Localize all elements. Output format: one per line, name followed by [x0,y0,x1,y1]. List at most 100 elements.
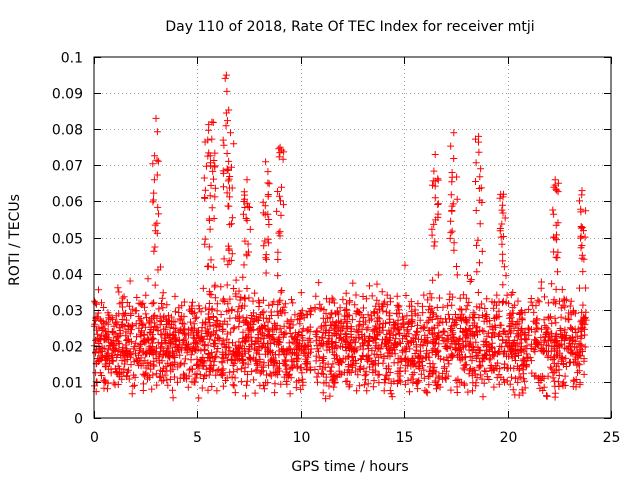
data-point [379,326,387,334]
data-point [311,366,319,373]
data-point [184,383,192,391]
data-point [243,216,251,224]
data-point [158,340,166,348]
data-point [447,142,455,150]
data-point [279,155,287,163]
data-point [164,381,172,389]
data-point [297,289,305,297]
data-point [356,366,364,373]
data-point [243,377,251,385]
data-point [266,370,274,378]
data-point [525,324,532,332]
data-point [208,349,216,357]
data-point [577,223,585,230]
data-point [150,189,158,197]
data-point [409,361,417,369]
data-point [209,119,217,126]
data-point [153,156,161,164]
data-point [386,329,393,337]
data-point [454,375,462,383]
data-point [325,332,333,340]
data-point [448,202,456,210]
data-point [534,296,542,304]
data-point [394,377,402,385]
data-point [549,206,557,214]
data-point [284,346,292,353]
data-point [432,312,440,320]
data-point [228,214,236,222]
data-point [542,331,550,339]
data-point [133,333,140,341]
data-point [180,326,188,334]
data-point [229,325,237,333]
data-point [523,342,531,350]
data-point [362,368,370,376]
data-point [385,375,393,383]
data-point [328,309,336,317]
data-point [119,294,127,302]
data-point [271,380,279,388]
y-tick-label: 0 [74,412,83,428]
data-point [364,311,372,319]
x-tick-label: 20 [500,430,518,446]
data-point [443,367,450,375]
data-point [231,374,239,382]
data-point [476,362,484,370]
data-point [502,272,510,280]
data-point [207,291,215,299]
data-point [431,194,439,202]
data-point [477,184,485,192]
data-point [204,262,212,270]
data-point [316,363,324,370]
data-point [116,300,124,308]
data-point [227,256,235,264]
data-point [234,344,242,352]
data-point [346,381,354,389]
data-point [135,312,143,320]
data-point [558,286,566,294]
data-point [581,233,589,241]
data-point [349,345,357,353]
data-point [419,309,427,317]
data-point [211,149,219,157]
data-point [205,350,213,358]
data-point [298,307,306,315]
data-point [519,366,527,374]
data-point [400,319,408,327]
data-point [542,324,550,332]
data-point [229,339,236,347]
data-point [296,315,304,323]
data-point [288,363,296,371]
data-point [151,311,159,319]
data-point [252,366,260,374]
data-point [133,294,141,301]
data-point [154,326,162,334]
data-point [540,338,548,346]
data-point [169,349,177,357]
data-point [335,359,343,366]
data-point [333,372,341,380]
data-point [292,384,300,392]
data-point [390,359,398,367]
data-point [200,375,207,382]
data-point [490,383,498,391]
data-point [224,177,232,185]
data-point [348,316,356,324]
data-point [247,312,255,319]
data-point [247,327,255,335]
data-point [226,314,234,322]
data-point [371,327,378,335]
data-point [291,311,299,319]
data-point [212,352,220,360]
data-point [347,369,355,376]
data-point [262,379,270,387]
data-point [220,183,227,191]
data-point [341,306,349,314]
data-point [119,321,127,329]
data-point [346,297,354,305]
data-point [447,217,455,225]
data-point [208,204,216,212]
data-point [144,336,152,343]
data-point [429,367,437,375]
data-point [289,358,297,366]
